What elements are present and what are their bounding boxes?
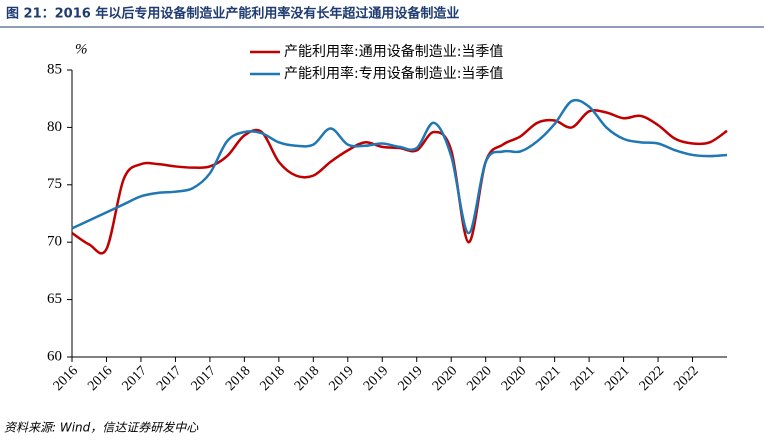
y-tick-label: 65 bbox=[47, 291, 62, 307]
x-tick-label: 2022 bbox=[637, 363, 667, 393]
x-tick-label: 2021 bbox=[568, 363, 598, 393]
x-tick-label: 2022 bbox=[671, 363, 701, 393]
x-tick-label: 2021 bbox=[602, 363, 632, 393]
x-tick-label: 2020 bbox=[464, 363, 494, 393]
legend-label: 产能利用率:专用设备制造业:当季值 bbox=[284, 65, 503, 82]
x-tick-label: 2020 bbox=[430, 363, 460, 393]
x-tick-label: 2017 bbox=[120, 363, 150, 393]
x-tick-label: 2019 bbox=[361, 363, 391, 393]
source: 资料来源: Wind，信达证券研发中心 bbox=[4, 421, 199, 435]
y-axis-label: % bbox=[75, 41, 88, 57]
x-tick-label: 2017 bbox=[189, 363, 219, 393]
y-tick-label: 60 bbox=[47, 348, 62, 364]
legend-label: 产能利用率:通用设备制造业:当季值 bbox=[284, 43, 503, 60]
x-tick-label: 2016 bbox=[51, 363, 81, 393]
x-tick-label: 2017 bbox=[154, 363, 184, 393]
x-tick-label: 2018 bbox=[258, 363, 288, 393]
x-tick-label: 2019 bbox=[326, 363, 356, 393]
chart-title: 图 21：2016 年以后专用设备制造业产能利用率没有长年超过通用设备制造业 bbox=[6, 6, 459, 22]
series-line bbox=[71, 98, 728, 235]
x-tick-label: 2020 bbox=[499, 363, 529, 393]
y-tick-label: 75 bbox=[47, 176, 62, 192]
x-tick-label: 2021 bbox=[533, 363, 563, 393]
y-tick-label: 80 bbox=[47, 119, 62, 135]
y-tick-label: 85 bbox=[47, 61, 62, 77]
x-tick-label: 2018 bbox=[292, 363, 322, 393]
y-tick-label: 70 bbox=[47, 234, 62, 250]
x-tick-label: 2016 bbox=[85, 363, 115, 393]
x-tick-label: 2018 bbox=[223, 363, 253, 393]
x-tick-label: 2019 bbox=[395, 363, 425, 393]
series-line bbox=[71, 109, 728, 255]
